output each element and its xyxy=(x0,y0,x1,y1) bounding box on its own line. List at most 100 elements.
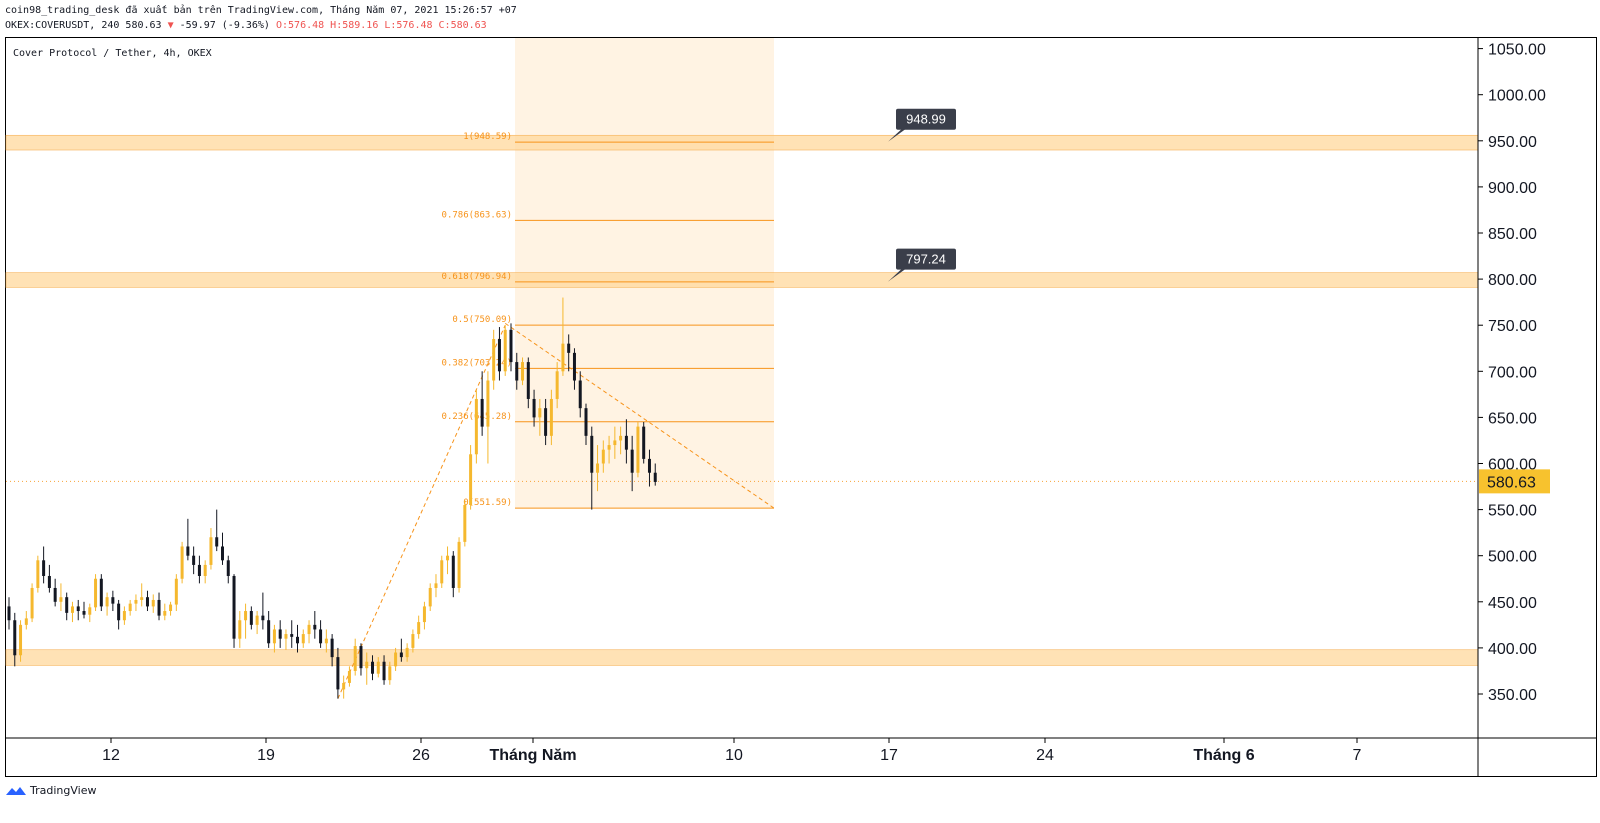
fib-trend-line xyxy=(337,324,506,699)
candle-body xyxy=(226,560,230,576)
candle-body xyxy=(290,634,294,637)
candle-body xyxy=(30,587,34,619)
price-tick-label: 700.00 xyxy=(1488,364,1537,381)
price-callout-label: 797.24 xyxy=(906,252,946,267)
price-tick-label: 500.00 xyxy=(1488,549,1537,566)
candle-body xyxy=(140,597,144,600)
candle-body xyxy=(446,555,450,561)
candle-body xyxy=(532,398,536,418)
candle-body xyxy=(647,458,651,473)
candle-body xyxy=(428,587,432,607)
last-price-text: 580.63 xyxy=(125,20,162,31)
candle-body xyxy=(619,435,623,441)
candle-body xyxy=(13,620,17,656)
time-tick-label: Tháng Năm xyxy=(489,747,576,764)
candle-body xyxy=(278,629,282,639)
symbol-label: Cover Protocol / Tether, 4h, OKEX xyxy=(13,48,212,59)
fib-level-label: 0(551.59) xyxy=(463,498,512,508)
candle-body xyxy=(128,603,132,612)
fib-level-label: 0.786(863.63) xyxy=(442,210,512,220)
candle-body xyxy=(365,661,369,669)
author-name[interactable]: coin98_trading_desk xyxy=(5,5,120,16)
candle-body xyxy=(572,352,576,381)
candle-body xyxy=(105,597,109,607)
time-tick-label: 26 xyxy=(412,747,430,764)
price-callout-box xyxy=(896,108,956,130)
candle-body xyxy=(301,634,305,644)
publish-text: đã xuất bản trên TradingView.com, Tháng … xyxy=(125,5,517,16)
candle-body xyxy=(480,398,484,427)
candle-body xyxy=(492,339,496,381)
candle-body xyxy=(440,560,444,584)
candle-body xyxy=(249,611,253,625)
candle-body xyxy=(134,599,138,604)
candle-body xyxy=(197,564,201,576)
candle-body xyxy=(336,657,340,690)
price-tick-label: 600.00 xyxy=(1488,457,1537,474)
candle-body xyxy=(359,646,363,669)
price-tick-label: 1050.00 xyxy=(1488,42,1546,59)
candle-body xyxy=(382,661,386,681)
tradingview-logo[interactable]: TradingView xyxy=(5,784,96,797)
time-tick-label: 7 xyxy=(1353,747,1362,764)
candle-body xyxy=(353,646,357,671)
price-tick-label: 850.00 xyxy=(1488,226,1537,243)
candle-body xyxy=(434,583,438,588)
candle-body xyxy=(544,408,548,436)
candle-body xyxy=(469,454,473,505)
candle-body xyxy=(578,380,582,409)
candle-body xyxy=(330,638,334,658)
change-text: -59.97 (-9.36%) xyxy=(179,20,270,31)
candle-body xyxy=(53,587,57,602)
candle-body xyxy=(567,343,571,353)
candle-body xyxy=(111,597,115,604)
candle-body xyxy=(169,604,173,612)
price-tick-label: 750.00 xyxy=(1488,318,1537,335)
price-tick-label: 400.00 xyxy=(1488,641,1537,658)
candle-body xyxy=(590,435,594,473)
candle-body xyxy=(151,599,155,607)
candle-body xyxy=(376,661,380,674)
candle-body xyxy=(613,440,617,446)
candle-body xyxy=(474,398,478,455)
last-price-tag xyxy=(1479,469,1550,494)
candle-body xyxy=(521,362,525,381)
support-resistance-zone xyxy=(5,272,1479,288)
candle-body xyxy=(244,611,248,621)
candle-body xyxy=(313,624,317,630)
descending-trendline xyxy=(504,322,775,509)
candle-body xyxy=(19,624,23,656)
candle-body xyxy=(307,624,311,635)
candle-body xyxy=(157,599,161,616)
candle-body xyxy=(209,537,213,565)
last-price-value: 580.63 xyxy=(1487,474,1536,491)
candle-body xyxy=(272,629,276,644)
candle-body xyxy=(88,607,92,615)
candle-body xyxy=(24,618,28,625)
candle-body xyxy=(642,426,646,459)
candle-body xyxy=(486,380,490,427)
candle-body xyxy=(192,555,196,565)
time-tick-label: 19 xyxy=(257,747,275,764)
candle-body xyxy=(411,634,415,648)
price-tick-label: 800.00 xyxy=(1488,272,1537,289)
candle-body xyxy=(607,445,611,450)
price-tick-label: 950.00 xyxy=(1488,134,1537,151)
symbol-ticker: OKEX:COVERUSDT, 240 xyxy=(5,20,120,31)
candle-body xyxy=(538,408,542,418)
candle-body xyxy=(76,606,80,612)
candle-body xyxy=(117,603,121,621)
candle-body xyxy=(584,408,588,436)
candle-body xyxy=(284,634,288,639)
candle-body xyxy=(515,362,519,381)
candle-body xyxy=(624,435,628,450)
support-resistance-zone xyxy=(5,649,1479,666)
publish-info: coin98_trading_desk đã xuất bản trên Tra… xyxy=(5,5,517,16)
candle-body xyxy=(324,638,328,644)
candle-body xyxy=(503,329,507,372)
time-tick-label: 10 xyxy=(725,747,743,764)
candle-body xyxy=(451,555,455,588)
chart-frame[interactable] xyxy=(5,37,1597,777)
candle-body xyxy=(7,606,11,621)
